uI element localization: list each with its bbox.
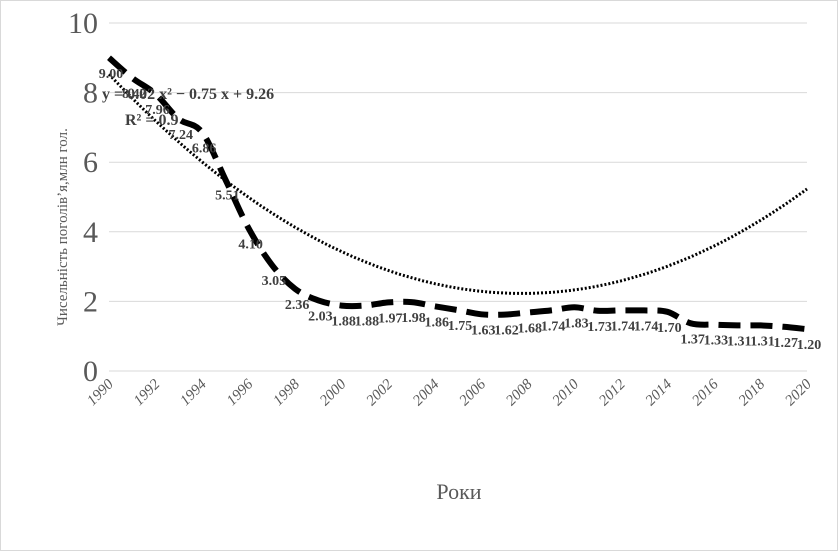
- y-tick-label: 4: [83, 216, 98, 249]
- data-label: 1.74: [634, 319, 659, 334]
- y-axis-title: Чисельність поголів’я,млн гол.: [55, 128, 71, 326]
- x-tick-label: 2020: [782, 376, 815, 409]
- data-label: 1.75: [448, 319, 473, 334]
- data-label: 1.31: [750, 334, 775, 349]
- data-label: 1.27: [773, 336, 798, 351]
- data-label: 1.88: [355, 315, 380, 330]
- x-tick-label: 2004: [410, 376, 443, 409]
- data-label: 7.24: [169, 128, 194, 143]
- data-label: 7.96: [145, 103, 170, 118]
- data-label: 6.86: [192, 141, 217, 156]
- data-label: 1.83: [564, 316, 589, 331]
- data-label: 1.33: [704, 334, 729, 349]
- data-label: 1.63: [471, 323, 496, 338]
- data-label: 2.36: [285, 298, 310, 313]
- series-line: [107, 55, 808, 333]
- y-tick-label: 6: [83, 146, 98, 179]
- data-label: 9.00: [99, 67, 124, 82]
- x-tick-label: 2010: [550, 376, 583, 409]
- x-tick-label: 2018: [736, 376, 769, 409]
- y-tick-label: 2: [83, 285, 98, 318]
- grid-layer: [109, 22, 807, 372]
- data-label: 1.70: [657, 321, 682, 336]
- x-tick-label: 2000: [317, 376, 350, 409]
- data-label: 3.05: [262, 274, 287, 289]
- x-tick-label: 2012: [596, 376, 629, 409]
- x-tick-label: 2002: [364, 376, 397, 409]
- series-layer: [107, 55, 808, 333]
- x-tick-label: 1992: [131, 376, 164, 409]
- y-tick-layer: 0 2 4 6 8 10: [68, 7, 98, 388]
- y-tick-label: 0: [83, 355, 98, 388]
- data-label: 1.20: [797, 338, 822, 353]
- trend-equation: y = 0.02 x² − 0.75 x + 9.26: [102, 86, 274, 103]
- data-label: 1.98: [401, 311, 426, 326]
- x-tick-label: 2006: [457, 376, 490, 409]
- x-tick-label: 2008: [503, 376, 536, 409]
- x-tick-label: 1998: [270, 376, 303, 409]
- y-tick-label: 8: [83, 77, 98, 110]
- data-label: 4.10: [238, 237, 263, 252]
- data-label: 8.42: [122, 87, 147, 102]
- x-tick-label: 2016: [689, 376, 722, 409]
- data-label-layer: 9.00 8.427.96 7.246.86 5.51 4.10 3.05 2.362.03…: [99, 67, 822, 353]
- data-label: 1.74: [541, 319, 566, 334]
- x-tick-label: 1994: [177, 376, 210, 409]
- data-label: 1.88: [331, 315, 356, 330]
- data-label: 1.74: [611, 319, 636, 334]
- data-label: 1.86: [424, 315, 449, 330]
- data-label: 1.31: [727, 334, 752, 349]
- x-tick-layer: 1990 1992 1994 1996 1998 2000 2002 2004 2006 2008…: [84, 376, 815, 409]
- x-tick-label: 2014: [643, 376, 676, 409]
- trend-line: [107, 73, 808, 295]
- data-label: 1.68: [518, 322, 543, 337]
- trend-r-squared: R² = 0.9: [125, 112, 178, 129]
- data-label: 2.03: [308, 309, 333, 324]
- y-tick-label: 10: [68, 7, 98, 40]
- data-label: 1.73: [587, 320, 612, 335]
- x-tick-label: 1996: [224, 376, 257, 409]
- annotation-layer: y = 0.02 x² − 0.75 x + 9.26 R² = 0.9: [102, 86, 274, 129]
- data-label: 5.51: [215, 188, 240, 203]
- trend-layer: [107, 73, 808, 295]
- data-label: 1.62: [494, 324, 519, 339]
- x-axis-title: Роки: [436, 479, 481, 504]
- data-label: 1.37: [680, 332, 705, 347]
- data-label: 1.97: [378, 311, 403, 326]
